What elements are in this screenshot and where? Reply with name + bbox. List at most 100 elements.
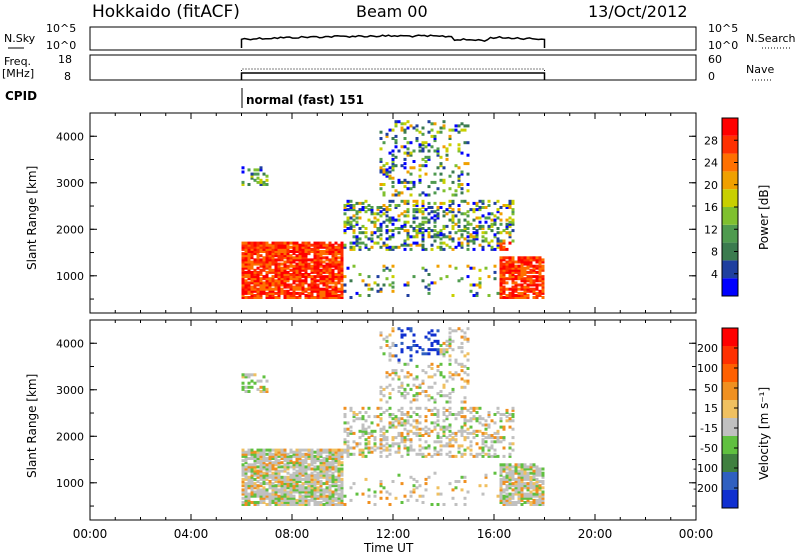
heatmap-cell <box>391 160 395 163</box>
heatmap-cell <box>412 377 416 381</box>
heatmap-cell <box>256 254 260 258</box>
heatmap-cell <box>421 446 425 450</box>
heatmap-cell <box>406 421 410 425</box>
heatmap-cell <box>313 258 317 262</box>
heatmap-cell <box>475 204 479 207</box>
heatmap-cell <box>442 120 446 124</box>
heatmap-cell <box>433 134 437 138</box>
heatmap-cell <box>415 406 419 410</box>
heatmap-cell <box>310 281 314 285</box>
heatmap-cell <box>277 289 281 293</box>
heatmap-cell <box>307 463 311 467</box>
heatmap-cell <box>520 294 524 297</box>
heatmap-cell <box>502 496 506 500</box>
heatmap-cell <box>319 250 323 253</box>
heatmap-cell <box>466 490 470 494</box>
heatmap-cell <box>514 477 518 481</box>
heatmap-cell <box>331 281 335 285</box>
heatmap-cell <box>502 268 506 272</box>
heatmap-cell <box>313 488 317 492</box>
heatmap-cell <box>298 454 302 458</box>
heatmap-cell <box>280 482 284 486</box>
heatmap-cell <box>241 501 245 504</box>
heatmap-cell <box>523 266 527 270</box>
heatmap-cell <box>418 484 422 488</box>
heatmap-cell <box>304 471 308 475</box>
heatmap-cell <box>268 281 272 285</box>
heatmap-cell <box>289 477 293 481</box>
heatmap-cell <box>280 283 284 287</box>
heatmap-cell <box>415 216 419 220</box>
heatmap-cell <box>361 417 365 421</box>
heatmap-cell <box>481 245 485 249</box>
heatmap-cell <box>337 452 341 456</box>
heatmap-cell <box>415 229 419 233</box>
heatmap-cell <box>289 503 293 506</box>
heatmap-cell <box>304 488 308 492</box>
heatmap-cell <box>460 431 464 435</box>
heatmap-cell <box>340 277 344 281</box>
heatmap-cell <box>385 214 389 218</box>
heatmap-cell <box>526 471 530 475</box>
heatmap-cell <box>439 178 443 182</box>
heatmap-cell <box>394 139 398 143</box>
power-heatmap-cells <box>241 120 545 299</box>
heatmap-cell <box>409 475 413 479</box>
heatmap-cell <box>406 147 410 151</box>
heatmap-cell <box>307 480 311 483</box>
heatmap-cell <box>250 467 254 471</box>
heatmap-cell <box>391 229 395 233</box>
heatmap-cell <box>325 277 329 281</box>
heatmap-cell <box>391 149 395 153</box>
colorbar-segment <box>722 171 738 190</box>
heatmap-cell <box>361 425 365 429</box>
heatmap-cell <box>313 241 317 245</box>
heatmap-cell <box>412 185 416 189</box>
heatmap-cell <box>415 394 419 398</box>
heatmap-cell <box>301 488 305 492</box>
heatmap-cell <box>286 477 290 481</box>
heatmap-cell <box>394 218 398 222</box>
heatmap-cell <box>244 492 248 496</box>
heatmap-cell <box>256 488 260 492</box>
heatmap-cell <box>523 268 527 272</box>
heatmap-cell <box>340 503 344 506</box>
heatmap-cell <box>391 218 395 222</box>
heatmap-cell <box>448 444 452 448</box>
heatmap-cell <box>250 260 254 264</box>
heatmap-cell <box>310 250 314 253</box>
heatmap-cell <box>412 204 416 207</box>
heatmap-cell <box>301 254 305 258</box>
heatmap-cell <box>373 415 377 419</box>
colorbar-tick-label: 8 <box>711 246 718 259</box>
heatmap-cell <box>457 166 461 170</box>
heatmap-cell <box>286 492 290 496</box>
heatmap-cell <box>373 222 377 226</box>
heatmap-cell <box>373 281 377 285</box>
heatmap-cell <box>508 413 512 416</box>
heatmap-cell <box>439 350 443 354</box>
heatmap-cell <box>523 287 527 291</box>
heatmap-cell <box>304 482 308 486</box>
heatmap-cell <box>244 275 248 279</box>
heatmap-cell <box>391 199 395 203</box>
heatmap-cell <box>505 477 509 481</box>
heatmap-cell <box>412 411 416 414</box>
heatmap-cell <box>385 266 389 270</box>
heatmap-cell <box>469 431 473 435</box>
heatmap-cell <box>508 425 512 429</box>
heatmap-cell <box>409 151 413 155</box>
heatmap-cell <box>340 287 344 291</box>
heatmap-cell <box>466 339 470 343</box>
heatmap-cell <box>283 477 287 481</box>
heatmap-cell <box>334 254 338 258</box>
heatmap-cell <box>331 289 335 293</box>
heatmap-cell <box>388 492 392 496</box>
heatmap-cell <box>508 496 512 500</box>
heatmap-cell <box>505 494 509 498</box>
radar-title: Hokkaido (fitACF) <box>92 2 240 22</box>
heatmap-cell <box>328 252 332 256</box>
heatmap-cell <box>514 275 518 279</box>
heatmap-cell <box>394 425 398 429</box>
heatmap-cell <box>457 444 461 448</box>
